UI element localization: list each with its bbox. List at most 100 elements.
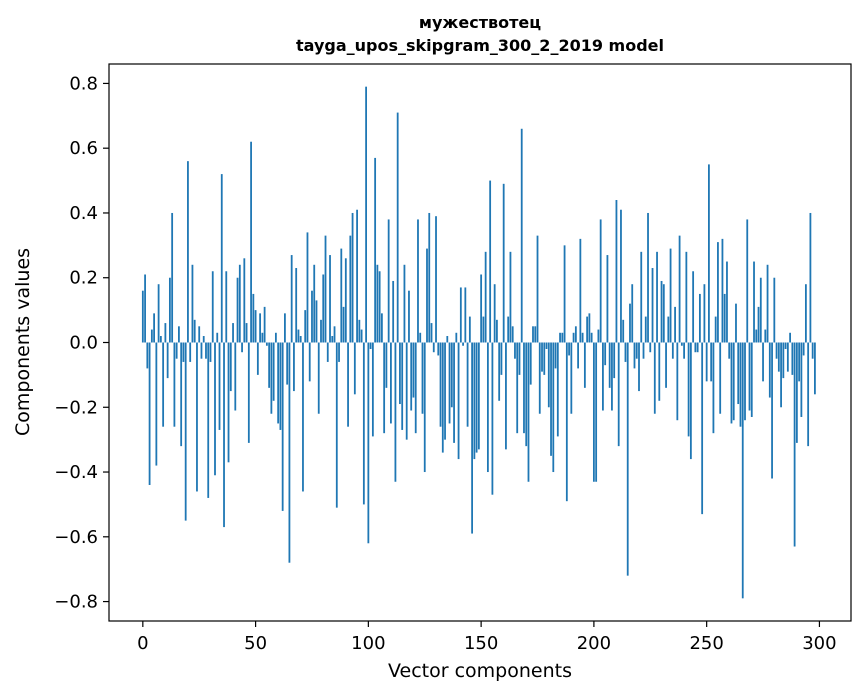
bar-component-172 xyxy=(529,342,532,385)
bar-component-153 xyxy=(486,342,489,473)
bar-component-262 xyxy=(732,342,735,421)
bar-component-19 xyxy=(184,342,187,521)
bar-component-213 xyxy=(622,319,625,343)
bar-component-243 xyxy=(689,342,692,460)
bar-component-242 xyxy=(687,342,690,437)
bar-component-98 xyxy=(362,342,365,505)
bar-component-105 xyxy=(378,271,381,343)
bar-component-263 xyxy=(735,303,737,343)
bar-component-73 xyxy=(306,232,309,343)
bar-component-173 xyxy=(532,326,534,343)
bar-component-87 xyxy=(338,342,340,362)
bar-component-2 xyxy=(146,342,149,369)
bar-component-226 xyxy=(651,268,654,343)
bar-component-74 xyxy=(308,342,311,382)
bar-component-120 xyxy=(412,342,415,398)
bar-component-44 xyxy=(241,342,243,353)
bar-component-20 xyxy=(187,161,189,343)
bar-component-111 xyxy=(392,280,395,343)
bar-component-21 xyxy=(189,342,192,362)
bar-component-205 xyxy=(604,342,607,366)
bar-component-123 xyxy=(419,332,422,343)
bar-component-190 xyxy=(570,342,573,414)
bar-component-106 xyxy=(380,313,383,343)
bar-component-297 xyxy=(811,342,814,359)
y-tick-label: −0.8 xyxy=(54,592,98,613)
bar-component-30 xyxy=(209,342,212,362)
bar-component-259 xyxy=(726,261,728,343)
bar-component-32 xyxy=(214,342,216,476)
bar-component-64 xyxy=(286,342,289,385)
bar-component-235 xyxy=(671,342,674,359)
bar-component-267 xyxy=(744,342,746,421)
bar-component-170 xyxy=(525,342,528,447)
bar-component-197 xyxy=(586,316,589,343)
bar-component-46 xyxy=(245,323,248,343)
y-tick-label: 0.4 xyxy=(69,203,98,224)
bar-component-65 xyxy=(288,342,291,563)
bar-component-5 xyxy=(153,313,155,343)
bar-component-16 xyxy=(178,326,180,343)
bar-component-125 xyxy=(423,342,426,473)
bar-component-25 xyxy=(198,326,201,343)
bar-component-149 xyxy=(477,342,480,450)
bar-component-180 xyxy=(547,342,550,408)
bar-component-258 xyxy=(723,293,726,343)
bar-component-157 xyxy=(496,319,498,343)
bar-component-55 xyxy=(265,342,268,346)
bar-component-152 xyxy=(484,251,487,343)
bar-component-85 xyxy=(333,326,336,343)
bar-component-246 xyxy=(696,342,699,353)
bar-component-70 xyxy=(299,336,302,343)
bar-component-67 xyxy=(293,342,295,392)
bar-component-284 xyxy=(782,342,785,379)
bar-component-195 xyxy=(581,332,584,343)
bar-component-171 xyxy=(527,342,530,482)
bar-component-146 xyxy=(471,342,473,534)
bar-component-289 xyxy=(793,342,796,547)
bar-component-68 xyxy=(295,268,298,343)
bar-component-133 xyxy=(441,342,444,453)
bar-component-34 xyxy=(218,342,221,430)
bar-component-58 xyxy=(272,342,275,401)
bar-component-216 xyxy=(629,303,631,343)
bar-component-18 xyxy=(182,342,185,362)
bar-component-265 xyxy=(739,342,742,427)
bar-component-199 xyxy=(590,332,593,343)
bar-component-114 xyxy=(399,342,401,405)
bar-component-145 xyxy=(468,316,471,343)
bar-component-291 xyxy=(798,342,801,382)
bar-component-193 xyxy=(577,342,579,369)
bar-component-108 xyxy=(385,342,388,388)
bar-component-201 xyxy=(595,342,598,482)
bar-component-11 xyxy=(166,342,169,379)
bar-component-187 xyxy=(563,245,566,343)
bar-component-150 xyxy=(480,274,483,343)
bar-component-1 xyxy=(144,274,146,343)
y-tick-label: 0.6 xyxy=(69,138,98,159)
bar-component-113 xyxy=(396,112,399,343)
bar-component-89 xyxy=(342,306,345,343)
bar-component-81 xyxy=(324,235,327,343)
bar-component-188 xyxy=(565,342,568,502)
bar-component-84 xyxy=(331,336,334,343)
chart-subtitle: tayga_upos_skipgram_300_2_2019 model xyxy=(296,36,664,55)
bar-component-90 xyxy=(344,258,347,343)
bar-component-61 xyxy=(279,342,282,430)
bar-component-28 xyxy=(205,342,207,359)
bar-component-147 xyxy=(473,342,476,460)
bar-component-115 xyxy=(401,342,404,430)
bar-component-88 xyxy=(340,248,343,343)
bar-component-128 xyxy=(430,323,433,343)
bar-component-122 xyxy=(417,219,419,343)
bar-component-251 xyxy=(708,164,710,343)
y-tick-label: −0.4 xyxy=(54,462,98,483)
bar-component-232 xyxy=(665,342,667,388)
bar-component-33 xyxy=(216,332,219,343)
bar-component-96 xyxy=(358,319,361,343)
bar-component-167 xyxy=(518,342,521,375)
bar-component-285 xyxy=(784,342,787,349)
bar-component-10 xyxy=(164,323,167,343)
bar-component-159 xyxy=(500,342,503,375)
bar-component-12 xyxy=(168,277,171,343)
